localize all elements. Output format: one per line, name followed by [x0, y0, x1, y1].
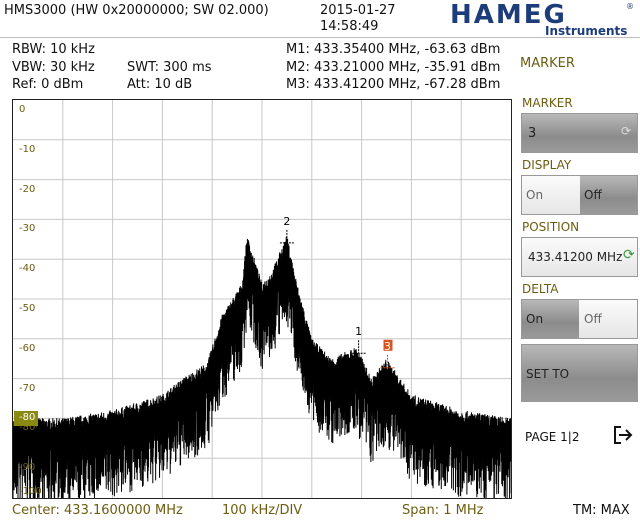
span: Span: 1 MHz	[402, 503, 484, 518]
marker-1: 1	[351, 325, 366, 354]
marker-number: 1	[355, 325, 362, 338]
frequency-per-division: 100 kHz/DIV	[222, 503, 303, 518]
spectrum-chart: 1 2 3	[13, 100, 511, 498]
brand-logo: HAMEG	[450, 0, 567, 30]
y-tick-label: 0	[19, 104, 26, 115]
y-tick-label: -100	[19, 486, 42, 497]
set-to-label: SET TO	[526, 367, 570, 381]
brand-registered: ®	[626, 2, 634, 11]
exit-arrow-icon[interactable]	[612, 424, 634, 446]
y-tick-label: -30	[19, 223, 36, 235]
marker-select-label: MARKER	[522, 96, 573, 110]
y-tick-label: -80	[19, 422, 36, 434]
ref-level-marker-label: -80	[19, 412, 36, 423]
device-info: HMS3000 (HW 0x20000000; SW 02.000)	[4, 3, 269, 18]
spectrum-plot[interactable]: 1 2 3 0 -10 -20 -30 -40 -50 -60 -70 -80 -90 -100 -80	[12, 99, 512, 499]
marker-2-readout: M2: 433.21000 MHz, -35.91 dBm	[286, 60, 501, 75]
display-on-option[interactable]: On	[522, 176, 579, 214]
y-tick-label: -50	[19, 303, 36, 314]
vbw-setting: VBW: 30 kHz	[12, 60, 95, 75]
marker-3-readout: M3: 433.41200 MHz, -67.28 dBm	[286, 77, 501, 92]
marker-1-readout: M1: 433.35400 MHz, -63.63 dBm	[286, 42, 501, 57]
marker-number: 2	[283, 215, 290, 228]
spectrum-trace	[13, 236, 511, 498]
page-indicator: PAGE 1|2	[525, 430, 580, 444]
rotary-knob-icon: ⟳	[623, 247, 635, 263]
marker-3: 3	[380, 339, 395, 369]
position-value: 433.41200 MHz	[528, 250, 623, 264]
brand-subtitle: Instruments	[545, 24, 628, 38]
ref-setting: Ref: 0 dBm	[12, 77, 84, 92]
date: 2015-01-27	[320, 3, 396, 18]
marker-select-value: 3	[528, 126, 537, 141]
att-setting: Att: 10 dB	[127, 77, 193, 92]
delta-label: DELTA	[522, 282, 559, 296]
rbw-setting: RBW: 10 kHz	[12, 42, 95, 57]
y-tick-label: -70	[19, 382, 36, 394]
position-label: POSITION	[522, 220, 580, 234]
display-label: DISPLAY	[522, 158, 572, 172]
delta-on-option[interactable]: On	[522, 300, 579, 338]
header-divider	[0, 37, 640, 38]
y-tick-label: -10	[19, 143, 36, 155]
marker-2: 2	[279, 215, 294, 244]
marker-active-box	[383, 339, 393, 351]
rotary-knob-icon: ⟳	[621, 124, 632, 138]
marker-number: 3	[384, 340, 391, 353]
position-field[interactable]: 433.41200 MHz ⟳	[521, 237, 638, 277]
delta-off-option[interactable]: Off	[580, 300, 637, 338]
swt-setting: SWT: 300 ms	[127, 60, 212, 75]
display-off-option[interactable]: Off	[580, 176, 637, 214]
marker-select-button[interactable]: 3 ⟳	[521, 113, 638, 153]
display-toggle[interactable]: On Off	[521, 175, 638, 215]
menu-title: MARKER	[520, 56, 575, 71]
marker-layer: 1 2 3	[279, 215, 395, 369]
time: 14:58:49	[320, 19, 379, 34]
ref-level-marker	[14, 411, 38, 426]
set-to-button[interactable]: SET TO	[521, 344, 638, 402]
center-frequency: Center: 433.1600000 MHz	[12, 503, 183, 518]
y-tick-label: -60	[19, 342, 36, 354]
trace-mode: TM: MAX	[573, 503, 630, 518]
delta-toggle[interactable]: On Off	[521, 299, 638, 339]
y-tick-label: -90	[19, 462, 36, 474]
y-tick-label: -40	[19, 263, 36, 275]
y-tick-label: -20	[19, 183, 36, 195]
